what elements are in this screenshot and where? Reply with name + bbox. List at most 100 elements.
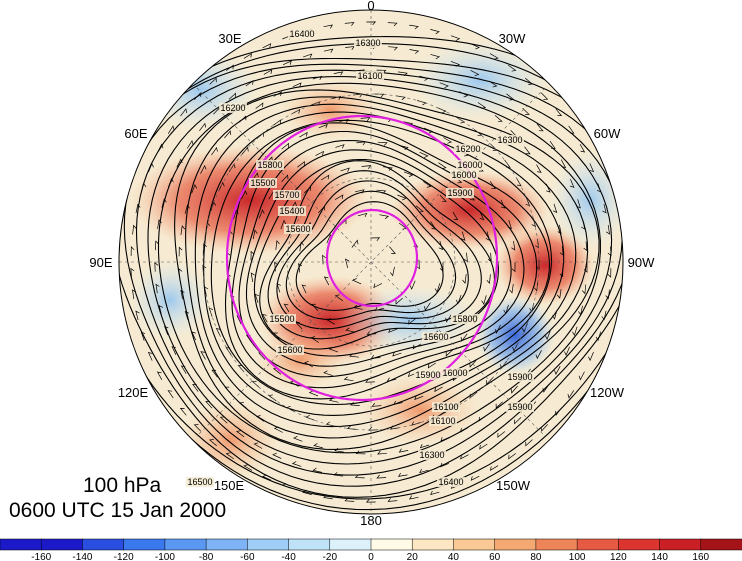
lat-lon-grid xyxy=(119,10,623,514)
colorbar-swatch xyxy=(123,538,166,551)
lon-label-180: 180 xyxy=(360,513,382,528)
wind-barb xyxy=(354,474,365,479)
wind-barb xyxy=(478,415,487,422)
colorbar-tick-label: 160 xyxy=(692,552,709,561)
wind-barb xyxy=(376,474,387,479)
wind-barb xyxy=(489,53,499,60)
wind-barb xyxy=(578,371,585,381)
wind-barb xyxy=(179,408,187,416)
wind-barb xyxy=(559,267,564,278)
wind-barb xyxy=(323,48,334,53)
wind-barb xyxy=(387,498,398,502)
outer-reference-circle xyxy=(225,114,499,402)
wind-barb xyxy=(398,448,409,453)
wind-barb xyxy=(377,450,387,455)
colorbar-swatch xyxy=(494,538,537,551)
contour-label-bg xyxy=(432,402,460,412)
wind-barb xyxy=(161,198,167,208)
wind-barb xyxy=(434,283,441,293)
contour-label: 16000 xyxy=(451,170,476,180)
contour-label-bg xyxy=(451,314,479,324)
colorbar-swatch xyxy=(535,538,578,551)
wind-barb xyxy=(303,53,313,58)
wind-barb xyxy=(239,401,248,409)
wind-barb xyxy=(299,241,304,252)
colorbar-tick-label: -120 xyxy=(114,552,134,561)
wind-barb xyxy=(409,280,416,290)
wind-barb xyxy=(315,150,325,156)
wind-barb xyxy=(357,212,368,218)
wind-barb xyxy=(304,360,313,368)
wind-barb xyxy=(281,483,292,489)
wind-barb xyxy=(241,190,248,200)
wind-barb xyxy=(157,143,164,153)
map-disk: 1640016300161001620016300160001590015800… xyxy=(118,9,624,515)
wind-barb xyxy=(483,343,490,352)
wind-barb xyxy=(171,346,177,355)
wind-barb xyxy=(292,82,302,88)
wind-barb xyxy=(607,268,612,278)
contour-label-bg xyxy=(273,190,301,200)
colorbar-swatch xyxy=(370,538,413,551)
wind-barb xyxy=(540,92,549,100)
wind-barb xyxy=(474,129,483,137)
colorbar-tick-label: 120 xyxy=(610,552,627,561)
wind-barb xyxy=(344,497,355,502)
contour-label: 16100 xyxy=(430,416,455,426)
colorbar-tick-label: -40 xyxy=(281,552,296,561)
wind-barb xyxy=(485,231,490,241)
colorbar-tick-label: -100 xyxy=(155,552,175,561)
colorbar-tick-label: 140 xyxy=(651,552,668,561)
wind-barb xyxy=(470,475,480,481)
wind-barb xyxy=(415,205,424,213)
wind-barb xyxy=(606,225,610,235)
wind-barb xyxy=(554,407,562,416)
wind-barb xyxy=(224,130,232,139)
wind-barb xyxy=(419,151,429,158)
wind-barb xyxy=(540,424,548,432)
lon-label-150w: 150W xyxy=(496,478,531,493)
colorbar-tick-label: -60 xyxy=(240,552,255,561)
colorbar-tick-label: 100 xyxy=(569,552,586,561)
wind-barb xyxy=(291,108,301,115)
lon-label-90w: 90W xyxy=(628,255,655,270)
wind-barb xyxy=(486,377,494,385)
colorbar-tick-label: -80 xyxy=(199,552,214,561)
wind-barb xyxy=(365,378,375,383)
wind-barb xyxy=(345,327,355,333)
contour-line xyxy=(238,139,525,378)
wind-barb xyxy=(276,283,281,293)
wind-barb xyxy=(569,178,575,189)
contour-label: 15900 xyxy=(415,370,440,380)
wind-barb xyxy=(556,289,562,299)
wind-barb xyxy=(536,123,544,132)
wind-barb xyxy=(445,349,454,357)
wind-barb xyxy=(262,313,268,323)
wind-barb xyxy=(360,117,371,122)
wind-barb xyxy=(298,262,302,273)
wind-barb xyxy=(186,139,194,149)
wind-barb xyxy=(130,267,135,278)
wind-barb xyxy=(602,203,607,214)
colorbar-swatch xyxy=(0,538,42,551)
wind-barb xyxy=(601,310,607,321)
contour-label: 16300 xyxy=(355,38,380,48)
wind-barb xyxy=(507,64,517,72)
wind-barb xyxy=(312,467,322,473)
wind-barb xyxy=(180,225,186,235)
lon-label-0: 0 xyxy=(367,0,374,13)
wind-barb xyxy=(419,443,430,449)
contour-label: 15400 xyxy=(279,206,304,216)
wind-barb xyxy=(536,164,542,173)
wind-barb xyxy=(297,160,305,168)
wind-barb xyxy=(500,199,506,209)
wind-barb xyxy=(184,310,190,321)
contour-label: 15600 xyxy=(423,332,448,342)
wind-barb xyxy=(346,425,357,430)
wind-barb xyxy=(511,240,516,251)
wind-barb xyxy=(399,145,409,150)
wind-barb xyxy=(180,365,187,374)
contour-label: 16000 xyxy=(457,160,482,170)
wind-barb xyxy=(564,346,570,356)
wind-barb xyxy=(293,435,303,442)
